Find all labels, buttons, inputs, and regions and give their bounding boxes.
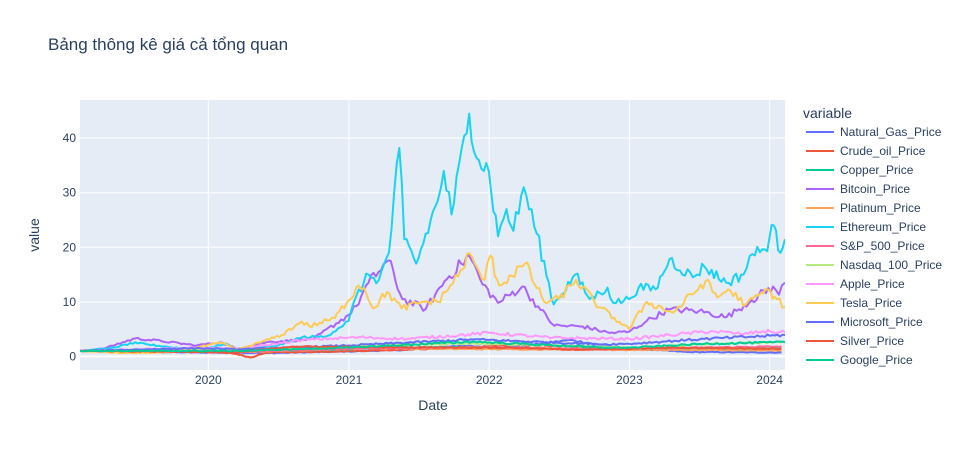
y-tick-label: 20 — [63, 240, 77, 254]
x-tick-label: 2024 — [756, 373, 783, 387]
legend-item[interactable]: Ethereum_Price — [806, 220, 926, 234]
legend-label: Apple_Price — [840, 277, 905, 291]
x-axis-label: Date — [418, 397, 448, 413]
x-tick-label: 2020 — [195, 373, 222, 387]
y-axis-label: value — [26, 218, 42, 252]
legend-item[interactable]: Google_Price — [806, 353, 913, 367]
series-line-silver-price[interactable] — [80, 345, 782, 354]
legend-label: Crude_oil_Price — [840, 144, 926, 158]
y-tick-label: 40 — [63, 131, 77, 145]
legend-label: Tesla_Price — [840, 296, 902, 310]
legend-item[interactable]: Crude_oil_Price — [806, 144, 926, 158]
series-layer — [80, 112, 785, 359]
y-tick-labels: 0 10 20 30 40 — [63, 131, 77, 363]
legend-title: variable — [803, 105, 852, 121]
legend-item[interactable]: Microsoft_Price — [806, 315, 923, 329]
legend-label: Silver_Price — [840, 334, 904, 348]
legend-label: Bitcoin_Price — [840, 182, 910, 196]
legend-item[interactable]: Silver_Price — [806, 334, 904, 348]
legend-label: Platinum_Price — [840, 201, 921, 215]
series-line-google-price[interactable] — [80, 340, 785, 353]
y-tick-label: 10 — [63, 295, 77, 309]
series-line-microsoft-price[interactable] — [80, 333, 785, 352]
x-tick-label: 2021 — [336, 373, 363, 387]
chart-title: Bảng thông kê giá cả tổng quan — [48, 35, 288, 54]
legend-label: Nasdaq_100_Price — [840, 258, 942, 272]
legend-item[interactable]: Bitcoin_Price — [806, 182, 910, 196]
x-tick-label: 2022 — [476, 373, 503, 387]
legend-item[interactable]: S&P_500_Price — [806, 239, 925, 253]
legend-label: Ethereum_Price — [840, 220, 926, 234]
series-line-tesla-price[interactable] — [80, 252, 785, 355]
legend[interactable]: variable Natural_Gas_Price Crude_oil_Pric… — [803, 105, 942, 367]
legend-item[interactable]: Apple_Price — [806, 277, 905, 291]
legend-label: Google_Price — [840, 353, 913, 367]
x-tick-labels: 2020 2021 2022 2023 2024 — [195, 373, 783, 387]
legend-item[interactable]: Tesla_Price — [806, 296, 902, 310]
legend-label: Copper_Price — [840, 163, 914, 177]
y-tick-label: 0 — [69, 349, 76, 363]
legend-label: Microsoft_Price — [840, 315, 923, 329]
legend-item[interactable]: Natural_Gas_Price — [806, 125, 942, 139]
x-tick-label: 2023 — [616, 373, 643, 387]
legend-item[interactable]: Nasdaq_100_Price — [806, 258, 942, 272]
legend-item[interactable]: Copper_Price — [806, 163, 914, 177]
legend-label: Natural_Gas_Price — [840, 125, 942, 139]
legend-label: S&P_500_Price — [840, 239, 925, 253]
plot-area — [80, 100, 785, 370]
legend-item[interactable]: Platinum_Price — [806, 201, 921, 215]
y-tick-label: 30 — [63, 186, 77, 200]
